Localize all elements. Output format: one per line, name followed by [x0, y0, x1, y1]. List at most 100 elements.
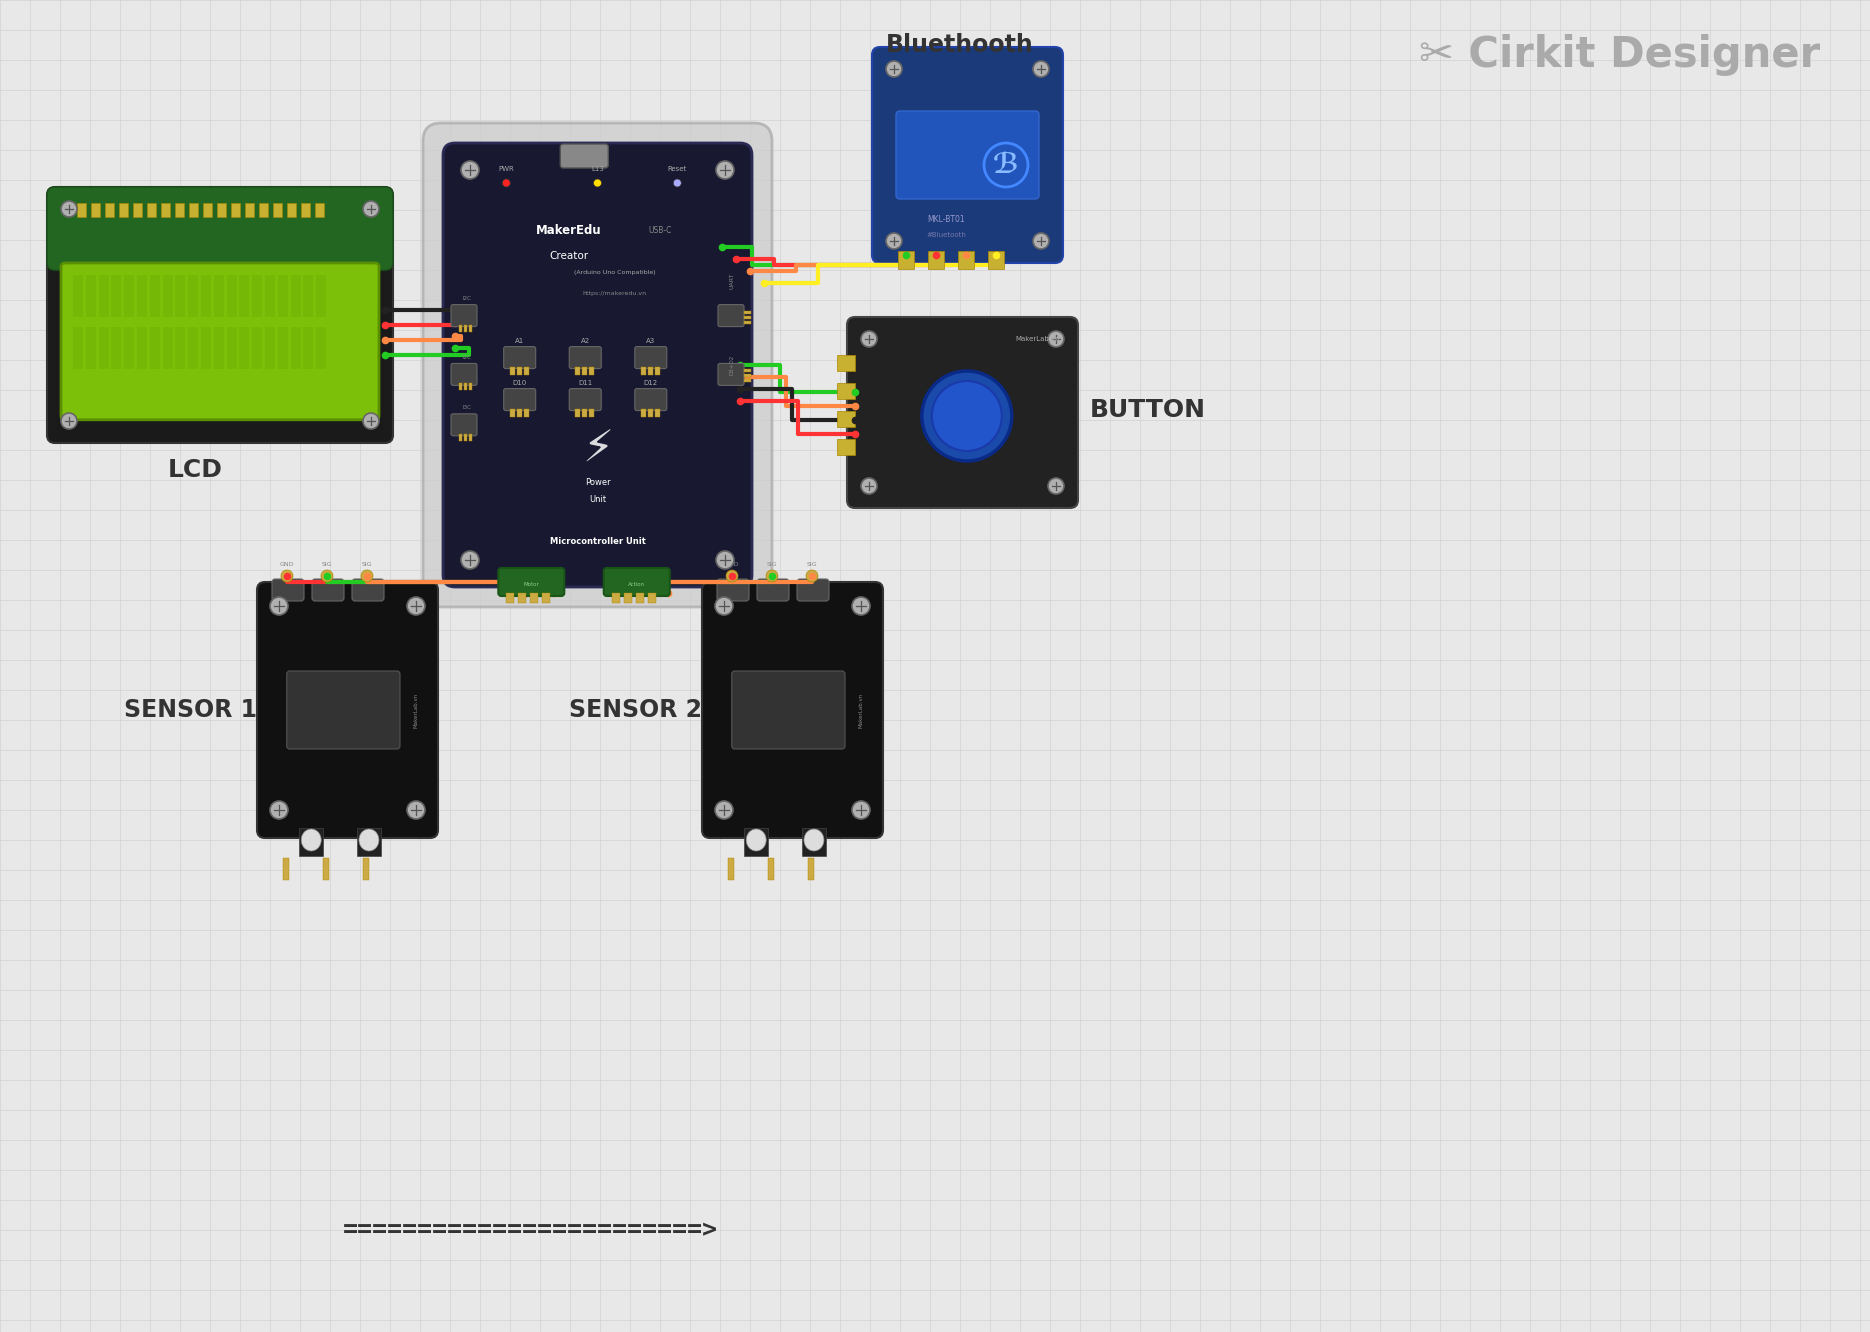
- Bar: [324, 858, 329, 880]
- FancyBboxPatch shape: [47, 186, 393, 444]
- Text: MakerLab.vn: MakerLab.vn: [1015, 336, 1060, 342]
- Bar: [464, 325, 468, 332]
- Text: Motor: Motor: [524, 582, 539, 587]
- Bar: [531, 593, 539, 603]
- Bar: [260, 202, 267, 217]
- Text: L13: L13: [591, 166, 604, 172]
- FancyBboxPatch shape: [896, 111, 1040, 198]
- Bar: [641, 366, 645, 374]
- Circle shape: [716, 551, 735, 569]
- Circle shape: [714, 597, 733, 615]
- Text: A2: A2: [582, 337, 589, 344]
- Bar: [239, 326, 249, 369]
- Bar: [744, 380, 752, 382]
- Bar: [73, 274, 82, 317]
- Text: Microcontroller Unit: Microcontroller Unit: [550, 537, 645, 546]
- Bar: [213, 274, 224, 317]
- FancyBboxPatch shape: [423, 123, 772, 607]
- Bar: [301, 202, 310, 217]
- Bar: [744, 316, 752, 318]
- Bar: [647, 366, 653, 374]
- FancyBboxPatch shape: [451, 364, 477, 385]
- Text: SIG: SIG: [322, 562, 333, 566]
- Ellipse shape: [804, 829, 825, 851]
- Bar: [744, 321, 752, 324]
- Bar: [112, 274, 122, 317]
- Bar: [576, 366, 580, 374]
- Bar: [802, 829, 827, 856]
- Circle shape: [322, 570, 333, 582]
- Bar: [363, 858, 368, 880]
- Bar: [511, 409, 514, 417]
- Circle shape: [1047, 330, 1064, 348]
- Bar: [217, 202, 226, 217]
- Bar: [133, 202, 142, 217]
- Circle shape: [503, 178, 511, 186]
- Circle shape: [860, 478, 877, 494]
- Bar: [314, 202, 324, 217]
- Bar: [112, 326, 122, 369]
- Text: BUTTON: BUTTON: [1090, 398, 1206, 422]
- Text: Unit: Unit: [589, 496, 606, 503]
- Text: SIG: SIG: [361, 562, 372, 566]
- Bar: [273, 202, 282, 217]
- Bar: [73, 326, 82, 369]
- Bar: [303, 326, 314, 369]
- Text: I3C: I3C: [462, 405, 471, 410]
- Bar: [654, 409, 660, 417]
- Bar: [458, 384, 462, 390]
- FancyBboxPatch shape: [604, 567, 669, 595]
- Text: #Bluetooth: #Bluetooth: [926, 232, 967, 238]
- Circle shape: [1032, 61, 1049, 77]
- Bar: [279, 274, 288, 317]
- Circle shape: [806, 570, 817, 582]
- Text: ========================>: ========================>: [342, 1217, 718, 1241]
- Circle shape: [673, 178, 681, 186]
- Bar: [252, 274, 262, 317]
- Circle shape: [462, 161, 479, 178]
- Circle shape: [860, 330, 877, 348]
- Bar: [647, 593, 656, 603]
- Bar: [654, 366, 660, 374]
- Bar: [636, 593, 643, 603]
- Text: SIG: SIG: [806, 562, 817, 566]
- Bar: [266, 326, 275, 369]
- Text: SENSOR 2: SENSOR 2: [568, 698, 701, 722]
- Bar: [290, 326, 301, 369]
- Circle shape: [853, 801, 870, 819]
- Text: MKL-BT01: MKL-BT01: [928, 214, 965, 224]
- Bar: [279, 326, 288, 369]
- Bar: [838, 384, 855, 400]
- Bar: [838, 440, 855, 456]
- Text: https://makeredu.vn: https://makeredu.vn: [583, 292, 647, 296]
- Bar: [744, 829, 769, 856]
- FancyBboxPatch shape: [352, 579, 383, 601]
- Text: I2C: I2C: [462, 354, 471, 360]
- Bar: [86, 274, 95, 317]
- Bar: [200, 274, 211, 317]
- Bar: [189, 326, 198, 369]
- Bar: [516, 409, 522, 417]
- FancyBboxPatch shape: [503, 389, 535, 410]
- Text: I2C: I2C: [462, 296, 471, 301]
- Bar: [647, 409, 653, 417]
- Bar: [589, 409, 595, 417]
- Circle shape: [886, 233, 901, 249]
- Ellipse shape: [746, 829, 767, 851]
- Bar: [189, 274, 198, 317]
- Bar: [516, 366, 522, 374]
- FancyBboxPatch shape: [701, 582, 883, 838]
- FancyBboxPatch shape: [847, 317, 1077, 507]
- Text: Power: Power: [585, 478, 610, 488]
- FancyBboxPatch shape: [561, 144, 608, 168]
- Circle shape: [280, 570, 294, 582]
- Bar: [239, 274, 249, 317]
- Bar: [458, 434, 462, 441]
- Text: MakerEdu: MakerEdu: [537, 224, 602, 237]
- Bar: [464, 434, 468, 441]
- Bar: [744, 369, 752, 373]
- Bar: [176, 326, 185, 369]
- Bar: [286, 202, 295, 217]
- Text: MakerLab.vn: MakerLab.vn: [413, 693, 419, 727]
- Bar: [464, 384, 468, 390]
